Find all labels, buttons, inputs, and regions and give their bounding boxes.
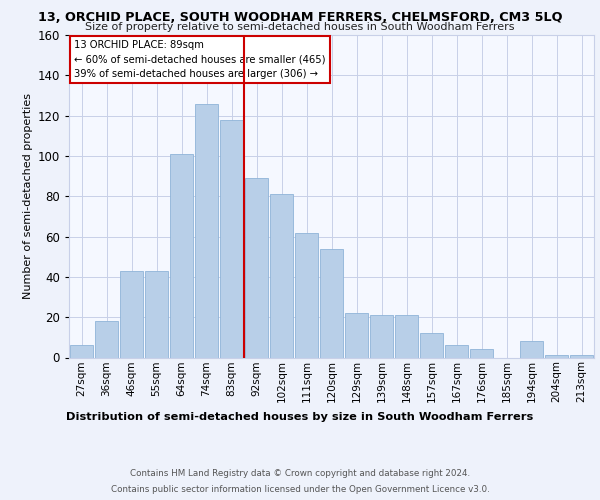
Text: 13 ORCHID PLACE: 89sqm
← 60% of semi-detached houses are smaller (465)
39% of se: 13 ORCHID PLACE: 89sqm ← 60% of semi-det… xyxy=(74,40,326,80)
Bar xyxy=(370,315,393,358)
Bar xyxy=(120,271,143,358)
Bar xyxy=(145,271,168,358)
Bar xyxy=(545,356,568,358)
Bar xyxy=(170,154,193,358)
Bar xyxy=(270,194,293,358)
Text: 13, ORCHID PLACE, SOUTH WOODHAM FERRERS, CHELMSFORD, CM3 5LQ: 13, ORCHID PLACE, SOUTH WOODHAM FERRERS,… xyxy=(38,11,562,24)
Bar xyxy=(445,346,468,358)
Bar xyxy=(195,104,218,358)
Bar xyxy=(70,346,93,358)
Text: Contains HM Land Registry data © Crown copyright and database right 2024.: Contains HM Land Registry data © Crown c… xyxy=(130,469,470,478)
Bar xyxy=(320,248,343,358)
Bar xyxy=(95,321,118,358)
Bar xyxy=(420,334,443,357)
Bar xyxy=(520,342,543,357)
Bar xyxy=(395,315,418,358)
Bar xyxy=(295,232,318,358)
Bar xyxy=(245,178,268,358)
Bar xyxy=(470,350,493,358)
Bar xyxy=(345,313,368,358)
Text: Size of property relative to semi-detached houses in South Woodham Ferrers: Size of property relative to semi-detach… xyxy=(85,22,515,32)
Text: Distribution of semi-detached houses by size in South Woodham Ferrers: Distribution of semi-detached houses by … xyxy=(67,412,533,422)
Bar xyxy=(220,120,243,358)
Y-axis label: Number of semi-detached properties: Number of semi-detached properties xyxy=(23,93,34,299)
Bar xyxy=(570,356,593,358)
Text: Contains public sector information licensed under the Open Government Licence v3: Contains public sector information licen… xyxy=(110,485,490,494)
